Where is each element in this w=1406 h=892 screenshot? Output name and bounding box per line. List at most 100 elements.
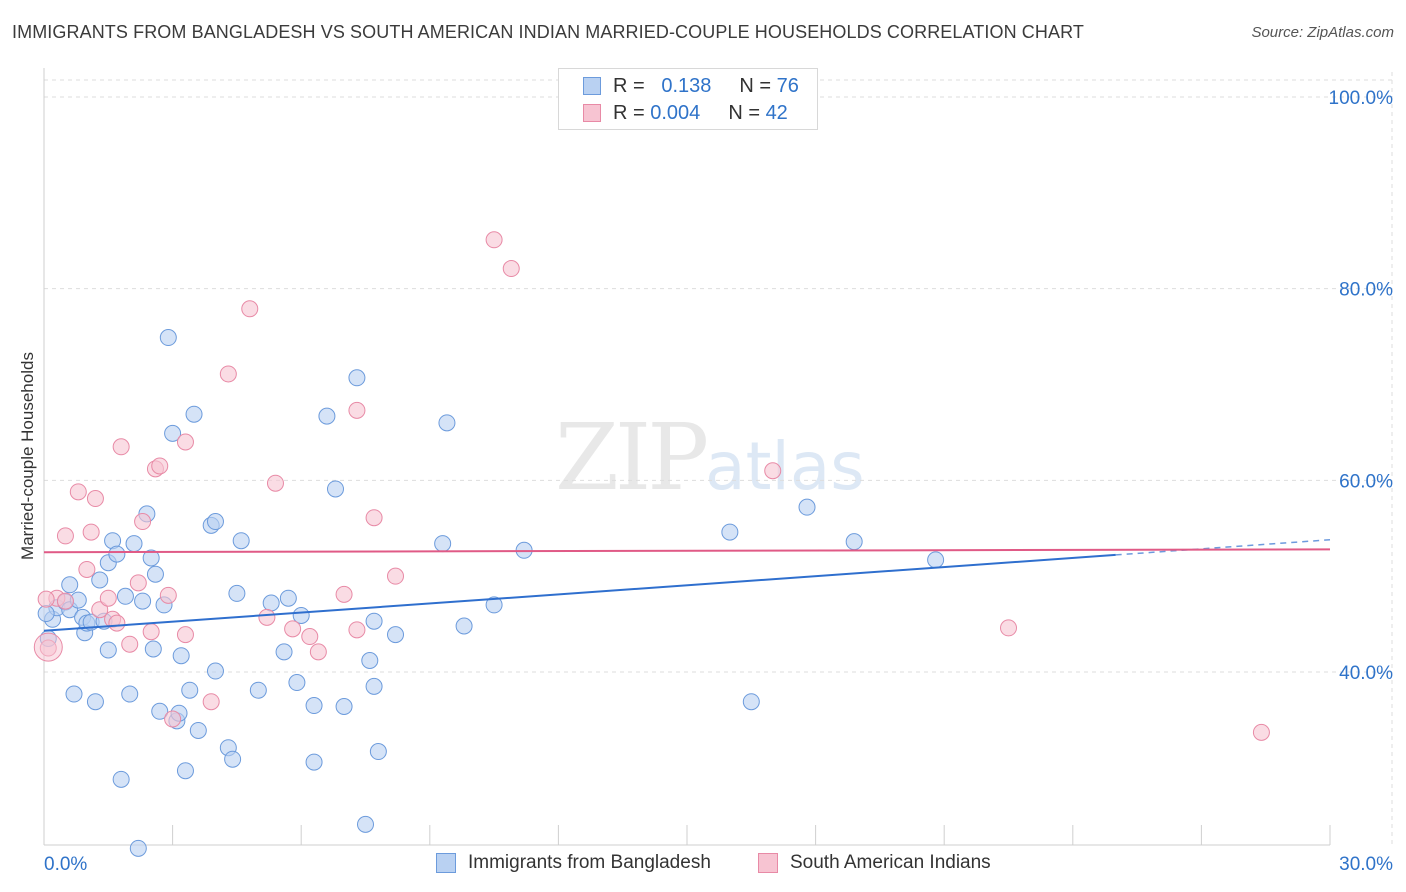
correlation-legend: R = 0.138 N = 76 R = 0.004 N = 42 [558,68,818,130]
data-point-bangladesh [361,652,379,669]
data-point-bangladesh [232,532,250,550]
watermark-atlas: atlas [705,428,865,505]
legend-r-value: 0.004 [650,101,701,124]
series-swatch-blue [436,853,456,873]
gridlines [44,72,1393,845]
data-point-bangladesh [455,617,473,635]
data-point-bangladesh [121,685,139,703]
tick-labels: 40.0% 60.0% 80.0% 100.0% 0.0% 30.0% [44,88,1393,875]
data-point-bangladesh [485,596,503,614]
data-point-bangladesh [206,662,224,680]
data-point-south-american-indians [176,433,194,451]
y-tick-label: 60.0% [1339,471,1393,492]
x-tick-label-max: 30.0% [1339,854,1393,875]
data-point-south-american-indians [108,614,126,632]
data-point-bangladesh [438,414,456,432]
data-point-bangladesh [721,523,739,541]
data-point-bangladesh [99,641,117,659]
data-point-bangladesh [164,424,182,442]
data-point-bangladesh [742,693,760,711]
data-point-bangladesh [142,549,160,567]
data-point-bangladesh [224,750,242,768]
data-point-bangladesh [65,685,83,703]
data-point-bangladesh [146,565,164,583]
data-point-bangladesh [86,693,104,711]
series-legend-south-american-indians: South American Indians [758,852,991,874]
data-point-south-american-indians [365,509,383,527]
data-point-south-american-indians [1000,619,1017,637]
data-point-south-american-indians [82,523,100,541]
data-point-bangladesh [262,594,280,612]
data-point-bangladesh [116,587,134,605]
data-point-bangladesh [369,743,387,761]
series-legend: Immigrants from Bangladesh South America… [0,852,1406,878]
legend-swatch-blue [583,77,601,95]
chart-title: IMMIGRANTS FROM BANGLADESH VS SOUTH AMER… [12,22,1084,42]
data-point-bangladesh [189,721,207,739]
data-point-bangladesh [318,407,336,425]
data-point-bangladesh [434,535,452,553]
data-point-bangladesh [305,753,323,771]
data-point-south-american-indians [348,621,366,639]
series-legend-bangladesh: Immigrants from Bangladesh [436,852,711,874]
data-point-bangladesh [108,545,126,563]
series-south-american-indians-points [33,231,1270,741]
data-point-bangladesh [288,674,306,692]
legend-n-label: N = [739,74,772,97]
series-bangladesh-points [37,329,945,857]
data-point-south-american-indians [91,601,109,619]
axes [43,68,1331,846]
series-legend-label: South American Indians [790,852,991,873]
trend-lines [43,539,1331,632]
data-point-bangladesh [365,677,383,695]
data-point-south-american-indians [502,260,520,278]
data-point-bangladesh [37,605,55,623]
data-point-bangladesh [125,535,143,553]
legend-n-label: N = [728,101,760,124]
legend-r-label: R = [613,74,645,97]
data-point-south-american-indians [219,365,237,383]
watermark: ZIPatlas [555,404,865,511]
watermark-zip: ZIP [555,404,709,511]
legend-r-value: 0.138 [661,74,712,97]
data-point-south-american-indians [266,474,284,492]
data-point-south-american-indians [86,490,104,508]
legend-swatch-pink [583,104,601,122]
data-point-south-american-indians [112,438,130,456]
source-credit: Source: ZipAtlas.com [1251,24,1394,41]
data-point-bangladesh [348,369,366,387]
data-point-south-american-indians [78,560,96,578]
data-point-bangladesh [279,589,297,607]
data-point-bangladesh [275,643,293,661]
data-point-south-american-indians [348,401,366,419]
data-point-south-american-indians [284,620,302,638]
data-point-bangladesh [249,681,267,699]
data-point-bangladesh [357,815,374,833]
data-point-south-american-indians [1252,723,1270,741]
data-point-bangladesh [228,584,246,602]
data-point-south-american-indians [335,585,353,603]
data-point-bangladesh [134,592,152,610]
y-tick-label: 40.0% [1339,663,1393,684]
legend-row-blue: R = 0.138 N = 76 [583,73,799,99]
data-point-south-american-indians [99,589,117,607]
data-point-south-american-indians-large [33,632,63,662]
data-point-south-american-indians [387,567,405,585]
legend-n-value: 42 [765,101,788,124]
data-point-bangladesh [185,405,203,423]
data-point-bangladesh [335,698,353,715]
data-point-south-american-indians [309,643,327,661]
data-point-bangladesh [176,762,194,780]
data-point-south-american-indians [159,586,177,604]
trend-line-bangladesh-projected [1115,539,1331,556]
series-legend-label: Immigrants from Bangladesh [468,852,711,873]
data-point-bangladesh [129,839,147,857]
series-swatch-pink [758,853,778,873]
legend-n-value: 76 [776,74,799,97]
data-point-bangladesh [91,571,109,589]
data-point-bangladesh [112,770,130,788]
data-point-south-american-indians [151,457,169,475]
y-tick-label: 80.0% [1339,280,1393,301]
data-point-bangladesh [305,697,323,715]
data-point-south-american-indians [134,513,152,531]
